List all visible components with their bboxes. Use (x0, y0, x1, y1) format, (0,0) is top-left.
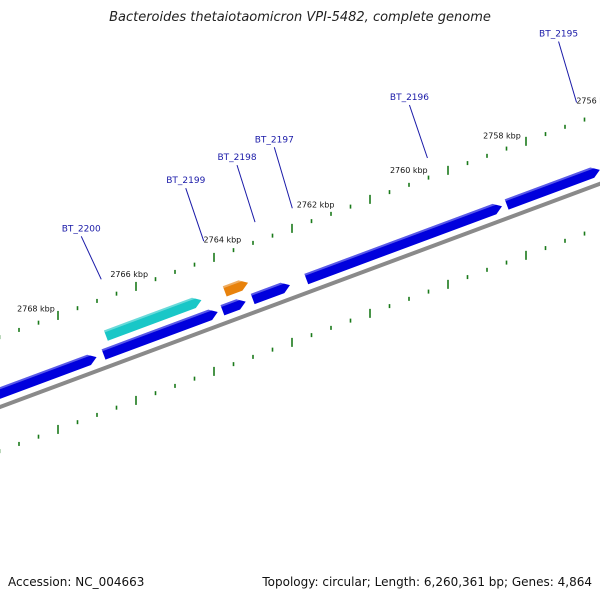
reverse-strand-genes[interactable] (0, 296, 248, 416)
kbp-label: 2756 kbp (576, 97, 600, 106)
gene-arrow-reverse[interactable] (0, 351, 98, 408)
accession-text: Accession: NC_004663 (8, 575, 145, 589)
gene-label-leader (185, 188, 205, 242)
map-title: Bacteroides thetaiotaomicron VPI-5482, c… (109, 10, 491, 25)
kbp-label: 2766 kbp (110, 270, 148, 279)
tick-track-outer (0, 117, 586, 340)
gene-arrow-reverse[interactable] (220, 296, 247, 316)
gene-label-leader (80, 236, 102, 280)
gene-label[interactable]: BT_2196 (390, 93, 429, 103)
tick-track-inner (0, 231, 586, 454)
kbp-labels: 2768 kbp 2766 kbp 2764 kbp 2762 kbp 2760 kbp… (17, 97, 600, 314)
gene-label-leader (236, 164, 256, 223)
highlighted-genes[interactable] (103, 277, 250, 341)
gene-arrow-forward[interactable] (304, 201, 504, 285)
forward-strand-genes[interactable] (250, 137, 600, 305)
gene-label[interactable]: BT_2200 (62, 224, 101, 234)
gene-labels[interactable]: BT_2200 BT_2199 BT_2198 BT_2197 BT_2196 BT_21… (62, 7, 600, 280)
kbp-label: 2758 kbp (483, 131, 521, 140)
genome-summary-text: Topology: circular; Length: 6,260,361 bp… (262, 575, 592, 589)
genome-backbone (0, 181, 600, 410)
gene-arrow-forward[interactable] (504, 164, 600, 210)
gene-arrow-forward[interactable] (250, 279, 292, 305)
gene-label[interactable]: BT_2195 (539, 30, 578, 40)
gene-label-leader (408, 104, 428, 159)
kbp-label: 2768 kbp (17, 305, 55, 314)
kbp-label: 2762 kbp (297, 201, 335, 210)
gene-label[interactable]: BT_2198 (217, 153, 256, 163)
gene-label[interactable]: BT_2197 (255, 135, 294, 145)
gene-arrow-reverse[interactable] (101, 306, 220, 360)
kbp-label: 2760 kbp (390, 166, 428, 175)
gene-label-leader (558, 41, 578, 103)
kbp-label: 2764 kbp (204, 235, 242, 244)
gene-arrow-highlight[interactable] (222, 277, 250, 297)
gene-label-leader (273, 147, 293, 209)
gene-arrow-highlight[interactable] (103, 294, 203, 341)
gene-label[interactable]: BT_2199 (166, 176, 205, 186)
